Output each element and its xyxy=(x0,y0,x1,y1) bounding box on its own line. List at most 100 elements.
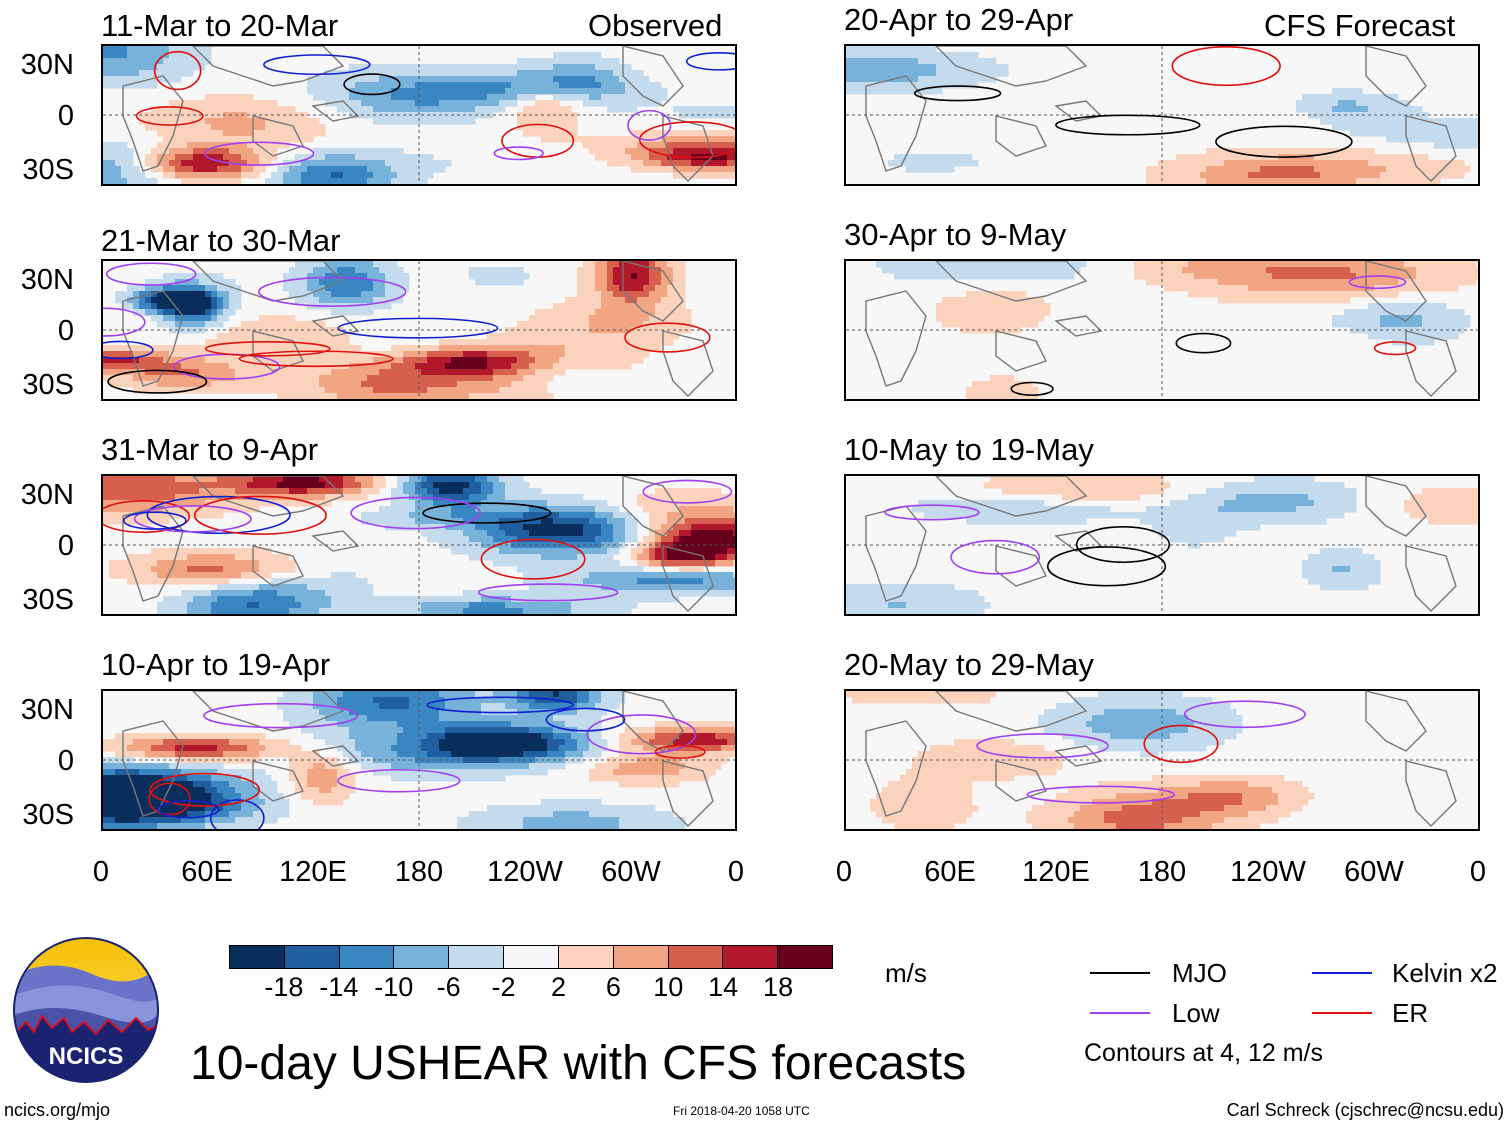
field-cell xyxy=(241,142,248,149)
field-cell xyxy=(421,76,428,83)
field-cell xyxy=(139,285,146,292)
field-cell xyxy=(325,172,332,179)
field-cell xyxy=(523,560,530,567)
field-cell xyxy=(703,518,710,525)
field-cell xyxy=(301,136,308,143)
field-cell xyxy=(193,321,200,328)
field-cell xyxy=(307,709,314,716)
field-cell xyxy=(571,130,578,137)
field-cell xyxy=(385,285,392,292)
field-cell xyxy=(451,64,458,71)
field-cell xyxy=(361,608,368,614)
field-cell xyxy=(121,76,128,83)
field-cell xyxy=(307,172,314,179)
field-cell xyxy=(487,608,494,614)
field-cell xyxy=(391,608,398,614)
field-cell xyxy=(361,285,368,292)
field-cell xyxy=(487,375,494,382)
field-cell xyxy=(421,602,428,609)
field-cell xyxy=(499,691,506,698)
field-cell xyxy=(259,375,266,382)
coastline xyxy=(122,290,184,387)
field-cell xyxy=(511,590,518,597)
field-cell xyxy=(337,333,344,340)
field-cell xyxy=(499,76,506,83)
field-cell xyxy=(709,500,716,507)
field-cell xyxy=(487,64,494,71)
field-cell xyxy=(571,88,578,95)
field-cell xyxy=(583,691,590,698)
field-cell xyxy=(469,100,476,107)
field-cell xyxy=(115,166,122,173)
field-cell xyxy=(733,578,735,585)
field-cell xyxy=(289,369,296,376)
field-cell xyxy=(529,118,536,125)
field-cell xyxy=(259,572,266,579)
field-cell xyxy=(589,291,596,298)
field-cell xyxy=(595,697,602,704)
field-cell xyxy=(139,172,146,179)
field-cell xyxy=(607,154,614,161)
field-cell xyxy=(199,106,206,113)
field-cell xyxy=(247,118,254,125)
field-cell xyxy=(223,172,230,179)
field-cell xyxy=(127,554,134,561)
field-cell xyxy=(457,339,464,346)
field-cell xyxy=(595,554,602,561)
field-cell xyxy=(259,482,266,489)
field-cell xyxy=(403,369,410,376)
field-cell xyxy=(157,518,164,525)
field-cell xyxy=(211,273,218,280)
field-cell xyxy=(445,709,452,716)
field-cell xyxy=(697,112,704,119)
field-cell xyxy=(217,566,224,573)
field-cell xyxy=(517,560,524,567)
field-cell xyxy=(109,178,116,184)
field-cell xyxy=(103,154,110,161)
field-cell xyxy=(511,369,518,376)
field-cell xyxy=(127,178,134,184)
field-cell xyxy=(511,560,518,567)
field-cell xyxy=(475,273,482,280)
field-cell xyxy=(613,703,620,710)
field-cell xyxy=(619,530,626,537)
field-cell xyxy=(283,393,290,399)
field-cell xyxy=(115,154,122,161)
field-cell xyxy=(145,387,152,394)
field-cell xyxy=(295,602,302,609)
field-cell xyxy=(289,721,296,728)
field-cell xyxy=(301,584,308,591)
field-cell xyxy=(163,357,170,364)
field-cell xyxy=(241,100,248,107)
field-cell xyxy=(529,530,536,537)
field-cell xyxy=(349,279,356,286)
field-cell xyxy=(625,602,632,609)
field-cell xyxy=(439,488,446,495)
field-cell xyxy=(499,100,506,107)
field-cell xyxy=(727,584,734,591)
field-cell xyxy=(181,512,188,519)
field-cell xyxy=(715,548,722,555)
field-cell xyxy=(175,566,182,573)
field-cell xyxy=(109,46,116,53)
field-cell xyxy=(151,488,158,495)
field-cell xyxy=(679,136,686,143)
field-cell xyxy=(169,291,176,298)
field-cell xyxy=(217,590,224,597)
field-cell xyxy=(127,148,134,155)
field-cell xyxy=(397,76,404,83)
field-cell xyxy=(181,100,188,107)
field-cell xyxy=(397,112,404,119)
field-cell xyxy=(547,560,554,567)
field-cell xyxy=(217,500,224,507)
field-cell xyxy=(229,166,236,173)
field-cell xyxy=(397,94,404,101)
field-cell xyxy=(439,381,446,388)
field-cell xyxy=(397,381,404,388)
field-cell xyxy=(325,733,332,740)
field-cell xyxy=(223,733,230,740)
field-cell xyxy=(517,488,524,495)
field-cell xyxy=(397,697,404,704)
field-cell xyxy=(667,339,674,346)
field-cell xyxy=(361,596,368,603)
